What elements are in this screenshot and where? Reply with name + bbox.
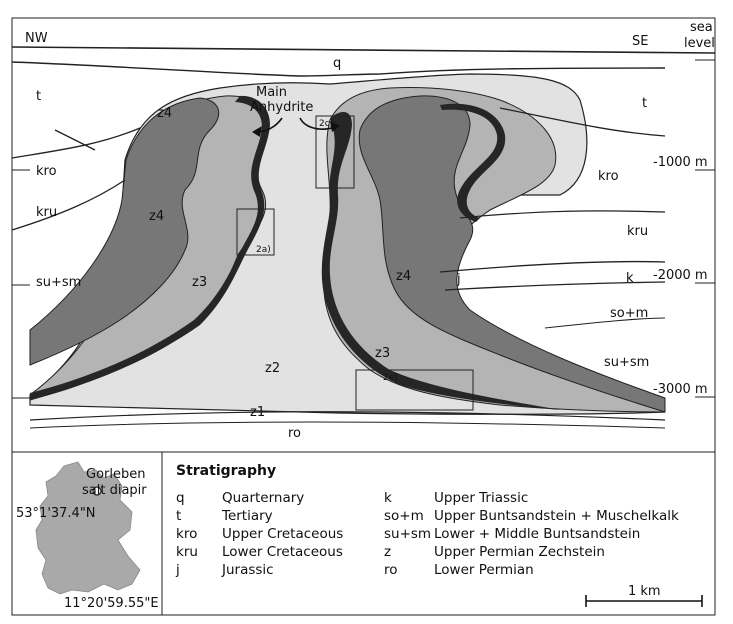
- quaternary-base: [11, 61, 666, 77]
- tertiary-base-left: [11, 127, 141, 159]
- strat-code-su-sm: su+sm: [384, 526, 432, 542]
- detail-box-2a: [236, 208, 275, 256]
- detail-box-2e: [355, 369, 474, 411]
- depth-label-2000: -2000 m: [653, 268, 708, 283]
- z4-right-flank: [358, 95, 666, 413]
- strat-desc-ro: Lower Permian: [434, 562, 534, 578]
- label-z4-c: z4: [396, 269, 411, 284]
- depth-label-3000: -3000 m: [653, 382, 708, 397]
- label-z3-a: z3: [192, 275, 207, 290]
- label-z3-b: z3: [375, 346, 390, 361]
- strat-code-so-m: so+m: [384, 508, 424, 524]
- label-se: SE: [632, 34, 648, 49]
- label-su-sm-left: su+sm: [36, 275, 81, 290]
- label-so-m: so+m: [610, 306, 648, 321]
- label-nw: NW: [25, 31, 48, 46]
- strat-code-ro: ro: [384, 562, 398, 578]
- anhydrite-right: [321, 112, 560, 411]
- jurassic-base: [444, 281, 666, 291]
- label-z2: z2: [265, 361, 280, 376]
- strat-desc-z: Upper Permian Zechstein: [434, 544, 605, 560]
- strat-code-kro: kro: [176, 526, 198, 542]
- label-z4-a: z4: [157, 106, 172, 121]
- strat-code-k: k: [384, 490, 392, 506]
- label-t-left: t: [36, 89, 41, 104]
- strat-code-j: j: [176, 562, 180, 578]
- jurassic-top: [439, 260, 666, 273]
- strat-desc-t: Tertiary: [222, 508, 273, 524]
- strat-code-t: t: [176, 508, 182, 524]
- strat-code-q: q: [176, 490, 185, 506]
- label-kro-left: kro: [36, 164, 57, 179]
- kro-base-left: [11, 179, 126, 231]
- germany-map: [35, 461, 141, 595]
- location-lat: 53°1'37.4"N: [16, 506, 96, 521]
- gorleben-location-marker: [92, 486, 102, 496]
- strat-desc-su-sm: Lower + Middle Buntsandstein: [434, 526, 641, 542]
- label-box-2e: 2e): [383, 373, 398, 383]
- scale-bar-label: 1 km: [628, 584, 661, 599]
- strat-code-kru: kru: [176, 544, 198, 560]
- surface-line: [11, 46, 716, 54]
- z4-left-flank: [29, 97, 220, 366]
- detail-box-2c: [315, 115, 355, 189]
- so-base: [544, 317, 666, 329]
- ro-top: [29, 421, 666, 429]
- location-name-2: salt diapir: [82, 483, 147, 498]
- label-main: Main: [256, 85, 287, 100]
- label-ro: ro: [288, 426, 301, 441]
- label-q: q: [333, 56, 341, 71]
- stratigraphy-title: Stratigraphy: [176, 463, 277, 479]
- label-sea: sea: [690, 20, 713, 35]
- label-kru-right: kru: [627, 224, 648, 239]
- label-kru-left: kru: [36, 205, 57, 220]
- kro-base-right: [459, 210, 666, 219]
- strat-desc-q: Quarternary: [222, 490, 305, 506]
- z1-base: [29, 411, 666, 421]
- label-z4-b: z4: [149, 209, 164, 224]
- label-kro-right: kro: [598, 169, 619, 184]
- legend-frame: [11, 451, 716, 616]
- main-anhydrite-arrowhead-left: [252, 126, 262, 137]
- strat-desc-kro: Upper Cretaceous: [222, 526, 344, 542]
- depth-label-1000: -1000 m: [653, 155, 708, 170]
- main-anhydrite-arrowhead-right: [330, 121, 340, 132]
- tertiary-base-right: [499, 107, 666, 137]
- strat-desc-k: Upper Triassic: [434, 490, 529, 506]
- strat-desc-so-m: Upper Buntsandstein + Muschelkalk: [434, 508, 679, 524]
- strat-code-z: z: [384, 544, 392, 560]
- label-z1: z1: [250, 405, 265, 420]
- label-k: k: [626, 271, 634, 286]
- label-box-2c: 2c): [319, 119, 333, 129]
- label-anhydrite: Anhydrite: [250, 100, 313, 115]
- label-t-right: t: [642, 96, 647, 111]
- anhydrite-right-fold: [440, 103, 506, 222]
- label-su-sm-right: su+sm: [604, 355, 649, 370]
- label-j: j: [456, 272, 461, 287]
- fault-left: [54, 129, 96, 151]
- location-lon: 11°20'59.55"E: [64, 596, 159, 611]
- strat-desc-j: Jurassic: [222, 562, 274, 578]
- label-box-2a: 2a): [256, 245, 271, 255]
- location-name-1: Gorleben: [86, 467, 145, 482]
- strat-desc-kru: Lower Cretaceous: [222, 544, 343, 560]
- label-level: level: [684, 36, 715, 51]
